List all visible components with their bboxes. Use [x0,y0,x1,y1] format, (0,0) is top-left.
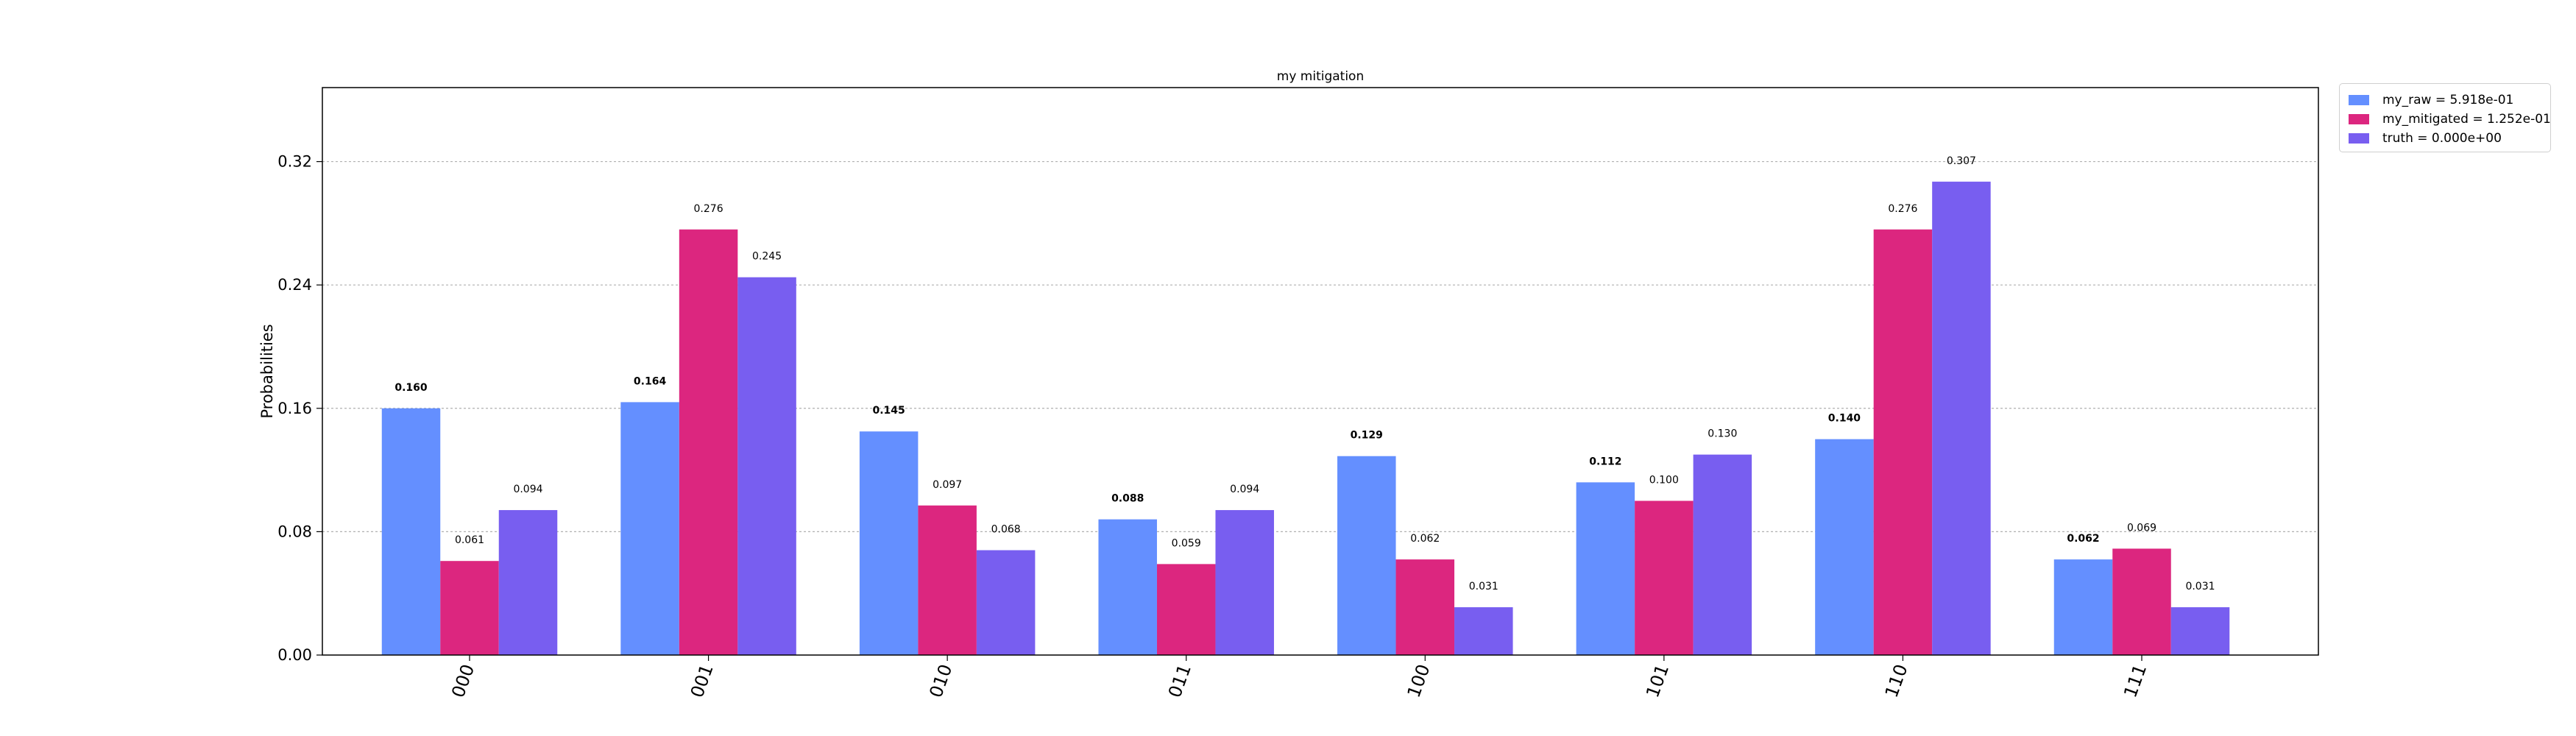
bar-010-series-2 [976,550,1036,655]
legend-item-truth: truth = 0.000e+00 [2349,130,2502,147]
y-tick-label: 0.24 [277,276,312,294]
bar-101-series-0 [1576,482,1635,655]
data-label-100-series-1: 0.062 [1410,533,1440,545]
bar-000-series-0 [381,408,441,655]
y-tick-label: 0.16 [277,400,312,417]
y-tick-label: 0.32 [277,153,312,171]
bar-011-series-1 [1156,564,1216,655]
bar-001-series-2 [737,277,796,655]
data-label-111-series-0: 0.062 [2067,533,2099,545]
data-label-111-series-1: 0.069 [2127,522,2156,534]
data-label-000-series-2: 0.094 [513,484,542,495]
x-tick-label: 110 [1881,662,1912,701]
data-label-101-series-1: 0.100 [1649,474,1679,486]
data-label-010-series-0: 0.145 [872,405,905,417]
bar-000-series-2 [498,510,558,655]
bar-111-series-0 [2053,559,2113,655]
data-label-100-series-2: 0.031 [1469,581,1498,592]
bar-101-series-2 [1693,454,1752,655]
legend-swatch-truth [2349,133,2369,144]
data-labels: 0.160 0.061 0.094 0.164 0.276 0.245 0.145 0.097… [394,155,2215,592]
data-label-000-series-0: 0.160 [394,382,428,394]
data-label-001-series-1: 0.276 [694,203,723,215]
legend-item-my-raw: my_raw = 5.918e-01 [2349,91,2513,109]
x-tick-label: 010 [925,662,956,701]
data-label-100-series-0: 0.129 [1351,430,1383,442]
data-label-001-series-0: 0.164 [634,375,667,387]
x-tick-label: 100 [1404,662,1434,701]
legend-label-my-mitigated: my_mitigated = 1.252e-01 [2382,112,2551,127]
bar-100-series-2 [1454,607,1513,655]
data-label-110-series-2: 0.307 [1947,155,1976,167]
bar-011-series-2 [1215,510,1274,655]
data-label-000-series-1: 0.061 [455,534,484,546]
bar-100-series-1 [1395,559,1455,655]
y-axis-label: Probabilities [258,324,276,418]
data-label-111-series-2: 0.031 [2185,581,2215,592]
bar-010-series-1 [918,505,977,655]
data-label-010-series-2: 0.068 [991,524,1021,536]
bar-110-series-2 [1932,181,1991,655]
bar-110-series-1 [1873,229,1933,655]
data-label-011-series-0: 0.088 [1111,493,1144,505]
legend-label-my-raw: my_raw = 5.918e-01 [2382,93,2514,107]
data-label-011-series-2: 0.094 [1230,484,1259,495]
y-axis-ticks: 0.00 0.08 0.16 0.24 0.32 [277,153,322,664]
bar-010-series-0 [859,431,919,655]
bar-111-series-1 [2112,548,2171,655]
x-tick-label: 001 [687,662,718,701]
bar-110-series-0 [1815,439,1874,655]
x-axis-ticks: 000 001 010 011 100 101 110 111 [447,655,2151,700]
chart-title: my mitigation [1277,69,1364,84]
legend-swatch-my-mitigated [2349,114,2369,124]
y-tick-label: 0.00 [277,646,312,664]
data-label-001-series-2: 0.245 [752,251,782,263]
x-tick-label: 111 [2120,662,2151,701]
data-label-101-series-2: 0.130 [1708,428,1737,440]
bar-000-series-1 [440,561,499,655]
data-label-010-series-1: 0.097 [933,479,962,491]
bar-111-series-2 [2170,607,2230,655]
data-label-110-series-0: 0.140 [1828,413,1861,425]
data-label-011-series-1: 0.059 [1172,537,1201,549]
plot-frame [322,87,2319,656]
data-label-110-series-1: 0.276 [1888,203,1917,215]
bars [381,181,2230,655]
x-tick-label: 011 [1164,662,1195,701]
legend-label-truth: truth = 0.000e+00 [2382,131,2502,146]
x-tick-label: 101 [1642,662,1673,701]
bar-011-series-0 [1098,519,1157,655]
bar-101-series-1 [1635,500,1694,655]
data-label-101-series-0: 0.112 [1589,456,1621,467]
legend-swatch-my-raw [2349,95,2369,105]
legend: my_raw = 5.918e-01 my_mitigated = 1.252e… [2339,83,2551,152]
bar-100-series-0 [1337,456,1396,655]
legend-item-my-mitigated: my_mitigated = 1.252e-01 [2349,110,2551,128]
bar-001-series-0 [620,402,679,655]
y-tick-label: 0.08 [277,523,312,540]
bar-001-series-1 [679,229,738,655]
x-tick-label: 000 [447,662,478,701]
